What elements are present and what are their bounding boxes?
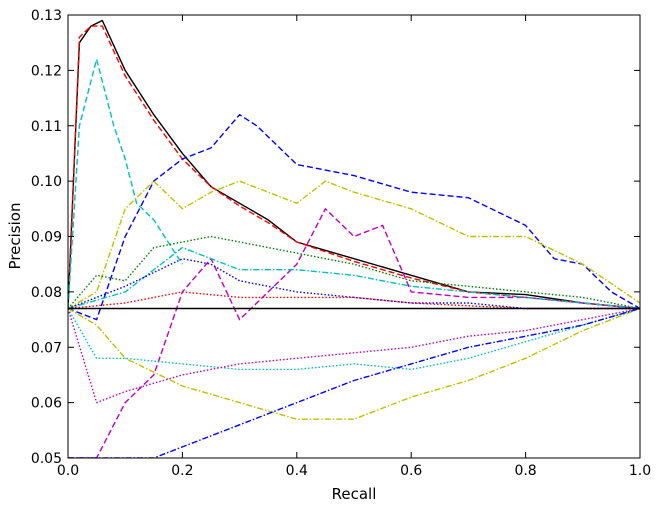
y-tick-label: 0.11 [31, 119, 62, 135]
series-line-5 [68, 180, 640, 310]
x-tick-label: 0.6 [400, 463, 422, 479]
series-line-11 [68, 307, 640, 420]
y-axis-label: Precision [6, 203, 24, 270]
y-tick-label: 0.10 [31, 174, 62, 190]
series-line-8 [68, 246, 640, 310]
y-tick-label: 0.13 [31, 8, 62, 24]
y-tick-label: 0.06 [31, 396, 62, 412]
series-line-13 [68, 307, 640, 404]
series-line-14 [68, 307, 640, 458]
x-tick-label: 0.8 [514, 463, 536, 479]
x-tick-label: 0.0 [57, 463, 79, 479]
series-line-1 [68, 19, 640, 310]
x-tick-label: 0.4 [286, 463, 308, 479]
series-line-3 [68, 113, 640, 321]
x-axis-label: Recall [332, 485, 377, 503]
y-tick-label: 0.08 [31, 285, 62, 301]
y-tick-label: 0.12 [31, 63, 62, 79]
y-tick-label: 0.09 [31, 230, 62, 246]
series-line-4 [68, 58, 183, 309]
series-line-12 [68, 307, 640, 371]
series-line-9 [68, 258, 640, 310]
y-tick-label: 0.05 [31, 451, 62, 467]
ticks-layer: 0.0 0.2 0.4 0.6 0.8 1.0 0.05 0.06 0.07 0.08 0.09 0.… [31, 8, 651, 479]
series-line-6 [68, 208, 640, 458]
y-tick-label: 0.07 [31, 340, 62, 356]
x-tick-label: 0.2 [171, 463, 193, 479]
x-tick-label: 1.0 [629, 463, 651, 479]
series-line-10 [68, 291, 640, 310]
series-layer [68, 19, 640, 458]
